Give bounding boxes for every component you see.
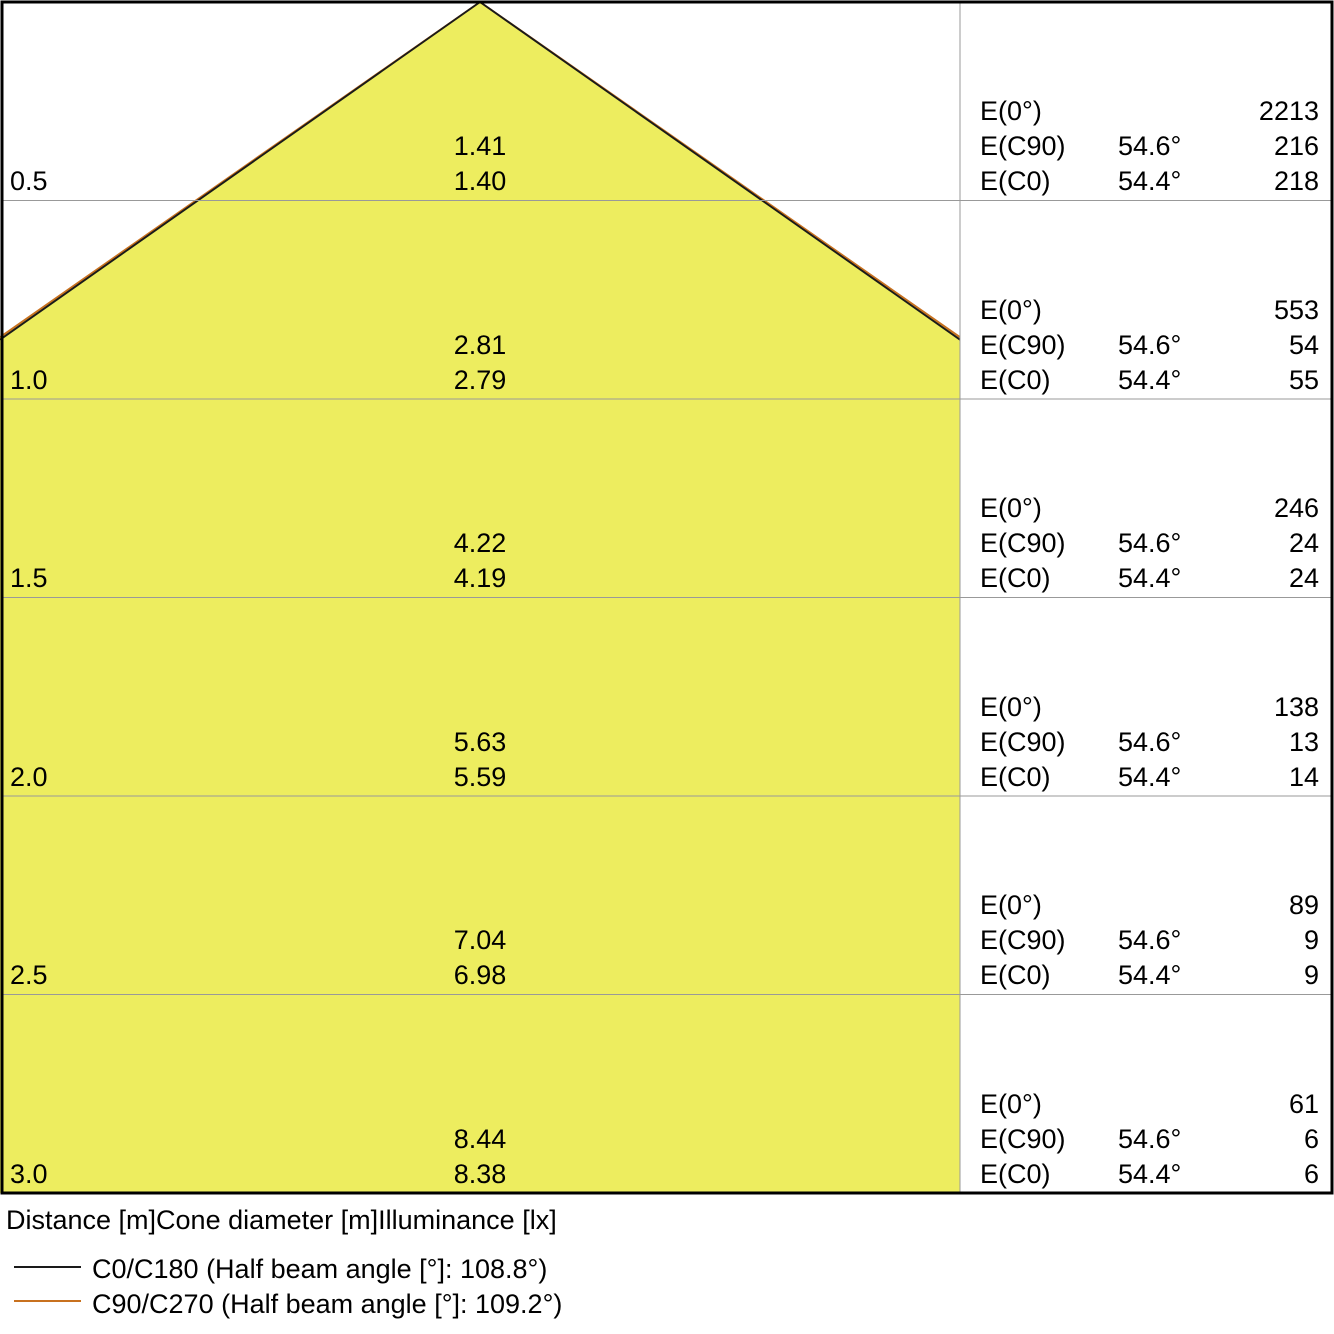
svg-text:E(0°): E(0°) bbox=[980, 890, 1042, 920]
svg-text:3.0: 3.0 bbox=[10, 1159, 48, 1189]
svg-text:54.6°: 54.6° bbox=[1118, 1124, 1181, 1154]
svg-text:E(C0): E(C0) bbox=[980, 762, 1051, 792]
svg-text:24: 24 bbox=[1289, 528, 1319, 558]
svg-text:54.4°: 54.4° bbox=[1118, 960, 1181, 990]
svg-text:5.63: 5.63 bbox=[454, 727, 507, 757]
svg-text:5.59: 5.59 bbox=[454, 762, 507, 792]
svg-text:6.98: 6.98 bbox=[454, 960, 507, 990]
svg-text:9: 9 bbox=[1304, 960, 1319, 990]
svg-text:553: 553 bbox=[1274, 295, 1319, 325]
svg-text:54.4°: 54.4° bbox=[1118, 563, 1181, 593]
svg-text:7.04: 7.04 bbox=[454, 925, 507, 955]
svg-text:E(C0): E(C0) bbox=[980, 563, 1051, 593]
svg-text:54.4°: 54.4° bbox=[1118, 365, 1181, 395]
svg-text:C90/C270 (Half beam angle [°]:: C90/C270 (Half beam angle [°]: 109.2°) bbox=[92, 1289, 562, 1319]
svg-text:C0/C180 (Half beam angle [°]:: C0/C180 (Half beam angle [°]: 108.8°) bbox=[92, 1254, 547, 1284]
svg-text:216: 216 bbox=[1274, 131, 1319, 161]
svg-text:13: 13 bbox=[1289, 727, 1319, 757]
svg-text:E(0°): E(0°) bbox=[980, 692, 1042, 722]
svg-text:E(C90): E(C90) bbox=[980, 131, 1066, 161]
svg-text:54.6°: 54.6° bbox=[1118, 330, 1181, 360]
svg-text:2213: 2213 bbox=[1259, 96, 1319, 126]
svg-text:E(C0): E(C0) bbox=[980, 960, 1051, 990]
svg-text:246: 246 bbox=[1274, 493, 1319, 523]
svg-text:1.40: 1.40 bbox=[454, 166, 507, 196]
svg-text:Distance [m]Cone diameter [m]I: Distance [m]Cone diameter [m]Illuminance… bbox=[6, 1205, 557, 1235]
svg-text:61: 61 bbox=[1289, 1089, 1319, 1119]
svg-text:2.79: 2.79 bbox=[454, 365, 507, 395]
svg-text:9: 9 bbox=[1304, 925, 1319, 955]
svg-text:1.0: 1.0 bbox=[10, 365, 48, 395]
svg-text:4.22: 4.22 bbox=[454, 528, 507, 558]
svg-text:E(C90): E(C90) bbox=[980, 330, 1066, 360]
svg-text:138: 138 bbox=[1274, 692, 1319, 722]
svg-text:E(C90): E(C90) bbox=[980, 925, 1066, 955]
svg-text:14: 14 bbox=[1289, 762, 1319, 792]
svg-text:E(C90): E(C90) bbox=[980, 727, 1066, 757]
svg-text:1.5: 1.5 bbox=[10, 563, 48, 593]
svg-text:8.38: 8.38 bbox=[454, 1159, 507, 1189]
svg-text:4.19: 4.19 bbox=[454, 563, 507, 593]
svg-text:54.6°: 54.6° bbox=[1118, 528, 1181, 558]
svg-text:6: 6 bbox=[1304, 1124, 1319, 1154]
svg-text:89: 89 bbox=[1289, 890, 1319, 920]
svg-text:E(0°): E(0°) bbox=[980, 1089, 1042, 1119]
svg-text:2.81: 2.81 bbox=[454, 330, 507, 360]
svg-text:218: 218 bbox=[1274, 166, 1319, 196]
svg-text:E(C0): E(C0) bbox=[980, 166, 1051, 196]
svg-text:E(0°): E(0°) bbox=[980, 96, 1042, 126]
svg-text:54.6°: 54.6° bbox=[1118, 925, 1181, 955]
svg-text:2.5: 2.5 bbox=[10, 960, 48, 990]
svg-text:8.44: 8.44 bbox=[454, 1124, 507, 1154]
svg-text:54.4°: 54.4° bbox=[1118, 762, 1181, 792]
svg-text:2.0: 2.0 bbox=[10, 762, 48, 792]
svg-text:1.41: 1.41 bbox=[454, 131, 507, 161]
svg-text:6: 6 bbox=[1304, 1159, 1319, 1189]
svg-text:E(0°): E(0°) bbox=[980, 493, 1042, 523]
svg-text:55: 55 bbox=[1289, 365, 1319, 395]
svg-text:E(C0): E(C0) bbox=[980, 1159, 1051, 1189]
svg-text:54.6°: 54.6° bbox=[1118, 131, 1181, 161]
svg-text:54.6°: 54.6° bbox=[1118, 727, 1181, 757]
svg-text:54.4°: 54.4° bbox=[1118, 166, 1181, 196]
svg-text:0.5: 0.5 bbox=[10, 166, 48, 196]
svg-text:E(C90): E(C90) bbox=[980, 528, 1066, 558]
svg-text:E(0°): E(0°) bbox=[980, 295, 1042, 325]
svg-text:54: 54 bbox=[1289, 330, 1319, 360]
svg-text:E(C0): E(C0) bbox=[980, 365, 1051, 395]
svg-text:E(C90): E(C90) bbox=[980, 1124, 1066, 1154]
svg-text:54.4°: 54.4° bbox=[1118, 1159, 1181, 1189]
svg-text:24: 24 bbox=[1289, 563, 1319, 593]
